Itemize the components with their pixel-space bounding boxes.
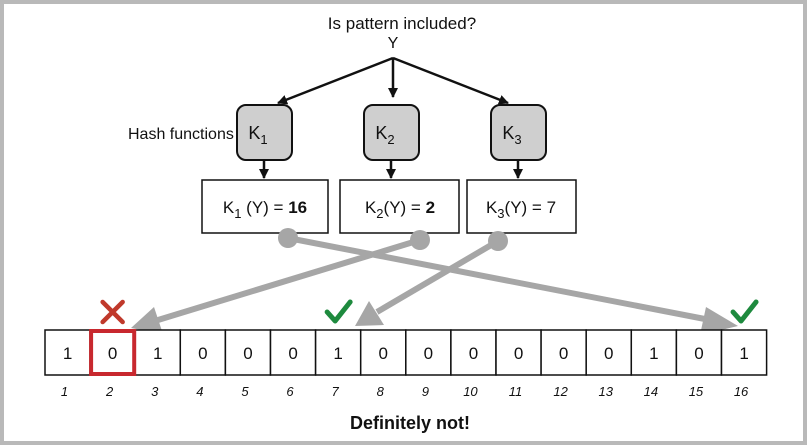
result-box-k2: K2(Y) = 2 bbox=[339, 179, 460, 234]
hash-subscript: 3 bbox=[514, 132, 521, 147]
input-arrows bbox=[277, 56, 509, 105]
result-value: 16 bbox=[288, 198, 307, 217]
bit-cell bbox=[269, 329, 317, 376]
index-label: 6 bbox=[286, 384, 294, 399]
question-title: Is pattern included? bbox=[328, 14, 476, 33]
result-arg: (Y) = bbox=[241, 198, 288, 217]
result-subscript: 2 bbox=[376, 206, 383, 221]
arrow-origin-dot bbox=[410, 230, 430, 250]
hash-name: K bbox=[502, 123, 514, 143]
hash-function-k2: K2 bbox=[363, 104, 420, 161]
result-fn: K bbox=[365, 198, 377, 217]
bit-cell bbox=[179, 329, 227, 376]
mapping-arrow-k2 bbox=[157, 237, 421, 323]
index-label: 5 bbox=[241, 384, 249, 399]
result-subscript: 3 bbox=[497, 206, 504, 221]
bit-value: 1 bbox=[63, 344, 72, 363]
hash-name: K bbox=[248, 123, 260, 143]
svg-text:K3(Y) = 7: K3(Y) = 7 bbox=[486, 198, 556, 221]
index-label: 3 bbox=[151, 384, 159, 399]
bit-value: 0 bbox=[288, 344, 297, 363]
bit-cell bbox=[44, 329, 91, 376]
result-arg: (Y) = bbox=[505, 198, 547, 217]
index-label: 16 bbox=[734, 384, 749, 399]
bit-value: 0 bbox=[424, 344, 433, 363]
bit-value: 0 bbox=[604, 344, 613, 363]
hash-function-k1: K1 bbox=[236, 104, 293, 161]
result-value: 2 bbox=[426, 198, 435, 217]
highlighted-cell bbox=[89, 329, 137, 376]
index-label: 2 bbox=[105, 384, 114, 399]
bit-value: 0 bbox=[694, 344, 703, 363]
result-marks bbox=[100, 299, 759, 325]
result-fn: K bbox=[486, 198, 498, 217]
index-label: 13 bbox=[599, 384, 614, 399]
result-box-k1: K1 (Y) = 16 bbox=[201, 179, 329, 234]
mapping-arrow-k3 bbox=[375, 238, 500, 315]
bit-value: 1 bbox=[739, 344, 748, 363]
svg-text:K2(Y) = 2: K2(Y) = 2 bbox=[365, 198, 435, 221]
index-label: 4 bbox=[196, 384, 203, 399]
mapping-arrow-k1 bbox=[287, 235, 711, 323]
svg-text:K2: K2 bbox=[375, 123, 394, 147]
bit-cell bbox=[630, 329, 678, 376]
bit-value: 0 bbox=[243, 344, 252, 363]
check-icon bbox=[730, 299, 759, 324]
result-arg: (Y) = bbox=[384, 198, 426, 217]
bit-array: 1 0 1 0 0 0 1 0 0 0 0 0 0 1 0 1 bbox=[44, 329, 768, 376]
index-label: 8 bbox=[377, 384, 385, 399]
svg-text:K1: K1 bbox=[248, 123, 267, 147]
bit-value: 0 bbox=[514, 344, 523, 363]
index-label: 9 bbox=[422, 384, 429, 399]
bit-value: 1 bbox=[153, 344, 162, 363]
bit-cell bbox=[314, 329, 362, 376]
check-icon bbox=[324, 299, 353, 324]
mapping-arrows bbox=[131, 228, 738, 335]
index-label: 10 bbox=[463, 384, 478, 399]
index-label: 15 bbox=[689, 384, 704, 399]
svg-text:K1 (Y) = 16: K1 (Y) = 16 bbox=[223, 198, 307, 221]
index-row: 1 2 3 4 5 6 7 8 9 10 11 12 13 14 15 16 bbox=[61, 384, 749, 399]
hash-output-arrows bbox=[259, 160, 523, 179]
arrow-origin-dot bbox=[488, 231, 508, 251]
result-value: 7 bbox=[547, 198, 556, 217]
verdict-text: Definitely not! bbox=[350, 413, 470, 433]
hash-name: K bbox=[375, 123, 387, 143]
bit-value: 1 bbox=[333, 344, 342, 363]
svg-text:K3: K3 bbox=[502, 123, 521, 147]
hash-function-k3: K3 bbox=[490, 104, 547, 161]
index-label: 14 bbox=[644, 384, 658, 399]
result-subscript: 1 bbox=[234, 206, 241, 221]
bit-value: 0 bbox=[108, 344, 117, 363]
result-box-k3: K3(Y) = 7 bbox=[466, 179, 577, 234]
input-label: Y bbox=[388, 35, 399, 52]
bit-value: 0 bbox=[469, 344, 478, 363]
hash-functions-label: Hash functions bbox=[128, 126, 234, 143]
cross-icon bbox=[100, 299, 125, 325]
index-label: 11 bbox=[509, 384, 523, 399]
bit-value: 0 bbox=[379, 344, 388, 363]
hash-subscript: 1 bbox=[260, 132, 267, 147]
bit-cell bbox=[450, 329, 497, 376]
bit-cell bbox=[540, 329, 587, 376]
index-label: 12 bbox=[553, 384, 568, 399]
bit-value: 0 bbox=[559, 344, 568, 363]
bit-cell bbox=[675, 329, 723, 376]
arrow-head bbox=[131, 307, 163, 334]
hash-subscript: 2 bbox=[387, 132, 394, 147]
result-fn: K bbox=[223, 198, 235, 217]
arrow-head bbox=[700, 307, 738, 335]
arrow-origin-dot bbox=[278, 228, 298, 248]
index-label: 1 bbox=[61, 384, 68, 399]
bit-cell bbox=[720, 329, 768, 376]
arrow-head bbox=[355, 301, 384, 326]
bit-cell bbox=[359, 329, 407, 376]
bit-value: 0 bbox=[198, 344, 207, 363]
bit-cell bbox=[405, 329, 452, 376]
index-label: 7 bbox=[332, 384, 340, 399]
bit-value: 1 bbox=[649, 344, 658, 363]
